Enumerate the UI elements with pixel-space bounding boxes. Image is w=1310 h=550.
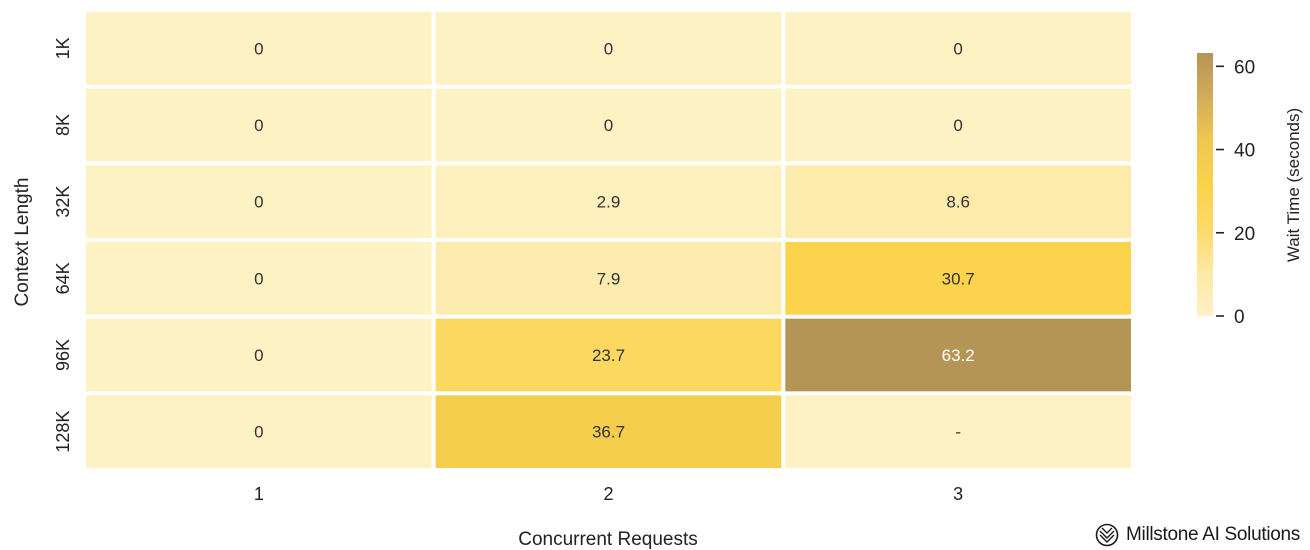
- y-tick-label: 64K: [53, 262, 73, 294]
- y-tick-label: 8K: [53, 114, 73, 136]
- heatmap-cell-label: 0: [254, 116, 263, 135]
- heatmap-cell: [435, 88, 782, 162]
- heatmap-cell-label: 36.7: [592, 423, 625, 442]
- y-tick-label: 1K: [53, 37, 73, 59]
- colorbar: [1197, 53, 1213, 316]
- heatmap-cell: [785, 165, 1131, 238]
- heatmap-cell: [435, 165, 782, 238]
- brand-watermark: Millstone AI Solutions: [1095, 523, 1300, 547]
- x-tick-label: 1: [254, 484, 264, 504]
- heatmap-cell-labels: 0 0 0 0 0 0 0 2.9 8.6 0 7.9 30.7 0 23.7 63.2 0 36.7 -: [254, 39, 975, 441]
- y-tick-label: 32K: [53, 186, 73, 218]
- heatmap-cell-label: 7.9: [597, 269, 621, 288]
- heatmap-cell-label: -: [955, 423, 961, 442]
- heatmap-cell: [86, 88, 432, 162]
- x-tick-labels: 1 2 3: [254, 484, 963, 504]
- colorbar-tick-label: 60: [1234, 57, 1255, 78]
- colorbar-ticks: 0 20 40 60: [1216, 57, 1255, 328]
- heatmap-cell-label: 30.7: [942, 269, 975, 288]
- heatmap-cell-label: 8.6: [946, 193, 970, 212]
- millstone-logo-icon: [1095, 523, 1119, 547]
- heatmap-cell: [785, 395, 1131, 468]
- heatmap-cell-label: 23.7: [592, 346, 625, 365]
- y-tick-label: 128K: [53, 411, 73, 453]
- heatmap-cell: [785, 318, 1131, 392]
- heatmap-cell: [785, 242, 1131, 315]
- heatmap-cell-label: 0: [254, 39, 263, 58]
- y-tick-labels: 1K 8K 32K 64K 96K 128K: [53, 37, 73, 452]
- x-axis-label: Concurrent Requests: [518, 529, 698, 550]
- heatmap-cells: [86, 12, 1131, 468]
- x-tick-label: 2: [603, 484, 613, 504]
- y-tick-label: 96K: [53, 339, 73, 371]
- heatmap-cell-label: 0: [254, 423, 263, 442]
- colorbar-tick-label: 40: [1234, 141, 1255, 162]
- heatmap-cell-label: 0: [254, 346, 263, 365]
- heatmap-cell: [785, 88, 1131, 162]
- heatmap-cell-label: 0: [953, 116, 962, 135]
- colorbar-label: Wait Time (seconds): [1284, 108, 1303, 262]
- colorbar-tick-label: 20: [1234, 224, 1255, 245]
- heatmap-cell-label: 0: [604, 116, 613, 135]
- heatmap-cell: [86, 395, 432, 468]
- brand-name: Millstone AI Solutions: [1126, 524, 1300, 545]
- heatmap-cell-label: 0: [604, 39, 613, 58]
- heatmap-cell: [435, 12, 782, 85]
- heatmap-cell: [785, 12, 1131, 85]
- heatmap-cell: [86, 12, 432, 85]
- heatmap-cell-label: 0: [953, 39, 962, 58]
- x-tick-label: 3: [953, 484, 963, 504]
- heatmap-cell: [86, 165, 432, 238]
- colorbar-tick-label: 0: [1234, 307, 1245, 328]
- heatmap-cell-label: 0: [254, 269, 263, 288]
- heatmap-cell-label: 0: [254, 193, 263, 212]
- heatmap-cell: [435, 318, 782, 392]
- heatmap-cell: [435, 395, 782, 468]
- heatmap-cell-label: 63.2: [942, 346, 975, 365]
- heatmap-cell-label: 2.9: [597, 193, 621, 212]
- y-axis-label: Context Length: [12, 178, 33, 307]
- heatmap-cell: [86, 242, 432, 315]
- heatmap-cell: [86, 318, 432, 392]
- heatmap-cell: [435, 242, 782, 315]
